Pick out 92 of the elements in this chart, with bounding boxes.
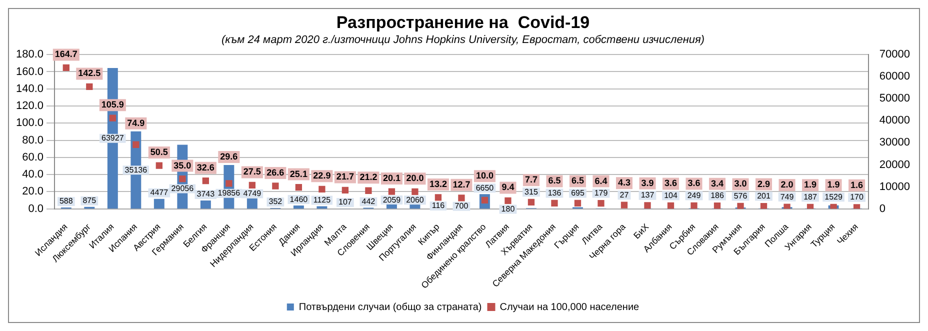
y2-tick-label: 60000 (879, 70, 910, 83)
data-label: 9.4 (502, 182, 514, 192)
data-label: 26.6 (266, 167, 284, 178)
data-label: 136 (548, 188, 562, 198)
data-label: 1460 (290, 194, 308, 204)
data-label: 4.3 (618, 178, 631, 188)
y-tick-label: 180.0 (16, 48, 44, 61)
data-label: 29.6 (220, 152, 238, 162)
data-label: 3743 (196, 190, 216, 199)
y2-tick-label: 10000 (879, 180, 910, 193)
data-label: 180 (501, 204, 516, 214)
y-tick-label: 0.0 (28, 202, 44, 215)
data-label: 10.0 (476, 170, 494, 181)
data-label: 179 (594, 188, 608, 198)
data-label: 32.6 (196, 162, 214, 172)
data-label: 2060 (406, 195, 424, 204)
y-tick-label: 140.0 (16, 82, 44, 95)
data-label: 19856 (218, 188, 241, 198)
data-label: 588 (59, 196, 74, 206)
data-label: 4749 (243, 188, 262, 198)
data-label: 27 (620, 190, 630, 200)
data-label: 700 (454, 202, 469, 211)
data-label: 116 (432, 201, 446, 210)
data-label: 442 (362, 197, 376, 206)
y2-tick-label: 30000 (879, 136, 910, 149)
data-label: 170 (850, 192, 864, 202)
data-label: 137 (640, 190, 655, 200)
data-label: 1.6 (850, 180, 864, 190)
data-label: 3.0 (734, 178, 747, 189)
data-label: 13.2 (429, 178, 447, 189)
data-label: 20.1 (382, 173, 400, 184)
data-label: 63927 (102, 134, 124, 143)
data-label: 22.9 (313, 170, 331, 181)
data-label: 3.6 (664, 178, 678, 188)
y-tick-label: 160.0 (16, 66, 44, 78)
data-label: 1529 (824, 192, 843, 202)
data-label: 7.7 (524, 174, 538, 185)
data-label: 6.4 (594, 176, 608, 186)
data-label: 25.1 (290, 168, 308, 179)
data-label: 107 (338, 198, 352, 207)
data-label: 201 (757, 191, 771, 200)
data-label: 35.0 (174, 160, 192, 170)
data-label: 164.7 (54, 49, 78, 60)
y-tick-label: 60.0 (22, 151, 44, 164)
y2-tick-label: 50000 (879, 92, 910, 105)
data-label: 1.9 (827, 180, 840, 190)
data-label: 186 (710, 191, 724, 200)
data-label: 12.7 (452, 179, 470, 190)
y-tick-label: 80.0 (22, 134, 44, 146)
data-label: 2.9 (758, 178, 770, 189)
y2-tick-label: 40000 (879, 114, 910, 127)
y2-tick-label: 70000 (879, 48, 910, 61)
data-label: 74.9 (127, 118, 145, 128)
y-tick-label: 40.0 (22, 168, 44, 181)
y-tick-label: 120.0 (16, 100, 44, 112)
data-label: 6.5 (548, 176, 561, 186)
data-label: 2.0 (780, 180, 794, 190)
data-label: 35136 (124, 165, 148, 174)
data-label: 576 (734, 191, 748, 200)
data-label: 29056 (171, 184, 194, 193)
data-label: 6.5 (571, 176, 584, 186)
data-label: 352 (268, 197, 283, 206)
data-label: 315 (524, 187, 538, 196)
data-label: 6650 (476, 183, 494, 192)
data-label: 749 (780, 192, 794, 202)
data-label: 249 (687, 190, 702, 200)
data-label: 4477 (150, 188, 169, 198)
data-label: 3.4 (711, 178, 724, 188)
y2-tick-label: 0 (879, 202, 886, 215)
data-label: 50.5 (150, 147, 168, 158)
data-label: 104 (664, 190, 678, 200)
y-tick-label: 20.0 (22, 186, 44, 198)
data-label: 2059 (382, 195, 402, 204)
data-label: 875 (82, 196, 97, 206)
data-label: 21.2 (360, 172, 378, 182)
chart-subtitle: (към 24 март 2020 г./източници Johns Hopkins University, Евростат, собствени изчисления) (221, 34, 705, 46)
data-label: 1125 (313, 196, 332, 204)
chart-title: Разпространение на Covid-19 (336, 12, 590, 32)
data-label: 105.9 (101, 100, 124, 110)
data-label: 3.9 (641, 178, 654, 188)
data-label: 142.5 (78, 68, 101, 78)
data-label: 3.6 (688, 178, 700, 188)
y2-tick-label: 20000 (879, 158, 910, 171)
legend-label: Случаи на 100,000 население (500, 302, 640, 313)
data-label: 1.9 (804, 180, 817, 190)
data-label: 187 (804, 192, 818, 202)
data-label: 695 (571, 188, 585, 198)
data-label: 20.0 (406, 173, 424, 184)
y-tick-label: 100.0 (16, 117, 44, 130)
data-label: 27.5 (243, 166, 261, 177)
data-label: 21.7 (336, 172, 354, 182)
legend-label: Потвърдени случаи (общо за страната) (298, 302, 482, 313)
